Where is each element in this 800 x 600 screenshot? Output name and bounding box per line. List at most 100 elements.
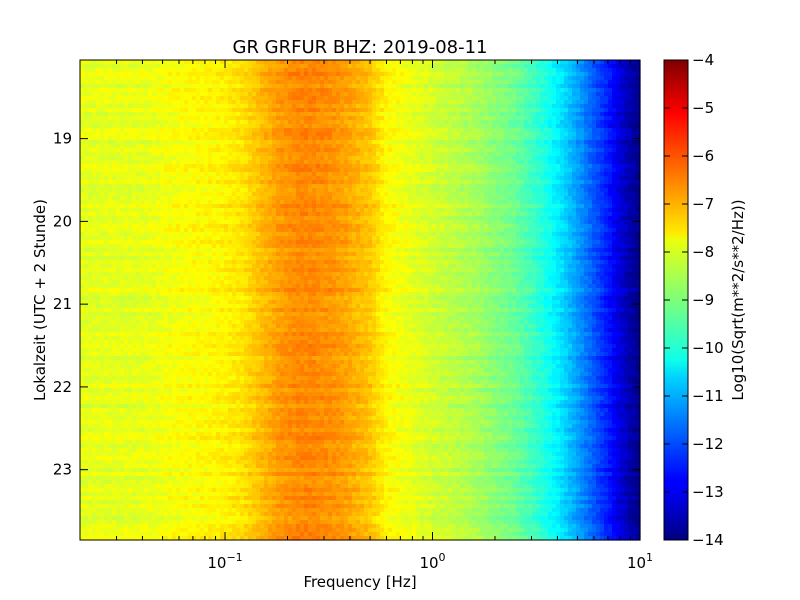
heatmap-cell bbox=[596, 120, 601, 125]
heatmap-cell bbox=[520, 116, 525, 121]
heatmap-cell bbox=[512, 132, 517, 137]
heatmap-cell bbox=[464, 156, 469, 161]
heatmap-cell bbox=[196, 140, 201, 145]
heatmap-cell bbox=[608, 88, 613, 93]
heatmap-cell bbox=[552, 140, 557, 145]
heatmap-cell bbox=[320, 200, 325, 205]
heatmap-cell bbox=[468, 104, 473, 109]
heatmap-cell bbox=[572, 176, 577, 181]
heatmap-cell bbox=[280, 76, 285, 81]
heatmap-cell bbox=[588, 168, 593, 173]
heatmap-cell bbox=[592, 68, 597, 73]
heatmap-cell bbox=[392, 92, 397, 97]
heatmap-cell bbox=[264, 200, 269, 205]
heatmap-cell bbox=[212, 188, 217, 193]
heatmap-cell bbox=[632, 180, 637, 185]
heatmap-cell bbox=[608, 168, 613, 173]
heatmap-cell bbox=[612, 156, 617, 161]
heatmap-cell bbox=[528, 108, 533, 113]
heatmap-cell bbox=[96, 72, 101, 77]
heatmap-cell bbox=[288, 164, 293, 169]
heatmap-cell bbox=[300, 172, 305, 177]
heatmap-cell bbox=[520, 176, 525, 181]
heatmap-cell bbox=[296, 184, 301, 189]
heatmap-cell bbox=[344, 132, 349, 137]
heatmap-cell bbox=[396, 164, 401, 169]
heatmap-cell bbox=[360, 124, 365, 129]
heatmap-cell bbox=[216, 64, 221, 69]
heatmap-cell bbox=[512, 80, 517, 85]
heatmap-cell bbox=[536, 60, 541, 65]
heatmap-cell bbox=[452, 60, 457, 65]
heatmap-cell bbox=[192, 164, 197, 169]
heatmap-cell bbox=[580, 92, 585, 97]
heatmap-cell bbox=[548, 188, 553, 193]
heatmap-cell bbox=[432, 140, 437, 145]
heatmap-cell bbox=[304, 80, 309, 85]
heatmap-cell bbox=[128, 172, 133, 177]
heatmap-cell bbox=[396, 200, 401, 205]
heatmap-cell bbox=[376, 64, 381, 69]
heatmap-cell bbox=[404, 200, 409, 205]
heatmap-cell bbox=[156, 160, 161, 165]
heatmap-cell bbox=[336, 96, 341, 101]
heatmap-cell bbox=[128, 132, 133, 137]
heatmap-cell bbox=[636, 180, 641, 185]
heatmap-cell bbox=[608, 64, 613, 69]
heatmap-cell bbox=[260, 112, 265, 117]
heatmap-cell bbox=[144, 152, 149, 157]
heatmap-cell bbox=[168, 100, 173, 105]
heatmap-cell bbox=[432, 92, 437, 97]
heatmap-cell bbox=[460, 144, 465, 149]
heatmap-cell bbox=[480, 116, 485, 121]
heatmap-cell bbox=[260, 188, 265, 193]
heatmap-cell bbox=[528, 120, 533, 125]
heatmap-cell bbox=[208, 72, 213, 77]
heatmap-cell bbox=[460, 180, 465, 185]
heatmap-cell bbox=[376, 124, 381, 129]
heatmap-cell bbox=[268, 76, 273, 81]
heatmap-cell bbox=[532, 124, 537, 129]
heatmap-cell bbox=[84, 156, 89, 161]
heatmap-cell bbox=[108, 168, 113, 173]
heatmap-cell bbox=[200, 156, 205, 161]
heatmap-cell bbox=[156, 136, 161, 141]
heatmap-cell bbox=[244, 88, 249, 93]
heatmap-cell bbox=[524, 188, 529, 193]
heatmap-cell bbox=[540, 60, 545, 65]
heatmap-cell bbox=[604, 140, 609, 145]
heatmap-cell bbox=[456, 72, 461, 77]
heatmap-cell bbox=[160, 120, 165, 125]
heatmap-cell bbox=[476, 112, 481, 117]
heatmap-cell bbox=[332, 160, 337, 165]
heatmap-cell bbox=[608, 100, 613, 105]
heatmap-cell bbox=[532, 192, 537, 197]
heatmap-cell bbox=[596, 196, 601, 201]
heatmap-cell bbox=[184, 72, 189, 77]
heatmap-cell bbox=[228, 124, 233, 129]
heatmap-cell bbox=[368, 192, 373, 197]
heatmap-cell bbox=[432, 116, 437, 121]
heatmap-cell bbox=[292, 160, 297, 165]
heatmap-cell bbox=[500, 84, 505, 89]
heatmap-cell bbox=[424, 172, 429, 177]
heatmap-cell bbox=[124, 164, 129, 169]
heatmap-cell bbox=[592, 188, 597, 193]
heatmap-cell bbox=[256, 200, 261, 205]
heatmap-cell bbox=[528, 164, 533, 169]
heatmap-cell bbox=[284, 100, 289, 105]
heatmap-cell bbox=[408, 104, 413, 109]
heatmap-cell bbox=[104, 144, 109, 149]
heatmap-cell bbox=[88, 160, 93, 165]
heatmap-cell bbox=[184, 132, 189, 137]
heatmap-cell bbox=[140, 76, 145, 81]
heatmap-cell bbox=[512, 196, 517, 201]
heatmap-cell bbox=[112, 132, 117, 137]
heatmap-cell bbox=[80, 112, 85, 117]
heatmap-cell bbox=[564, 156, 569, 161]
heatmap-cell bbox=[600, 132, 605, 137]
heatmap-cell bbox=[212, 120, 217, 125]
heatmap-cell bbox=[100, 124, 105, 129]
heatmap-cell bbox=[576, 120, 581, 125]
heatmap-cell bbox=[320, 144, 325, 149]
